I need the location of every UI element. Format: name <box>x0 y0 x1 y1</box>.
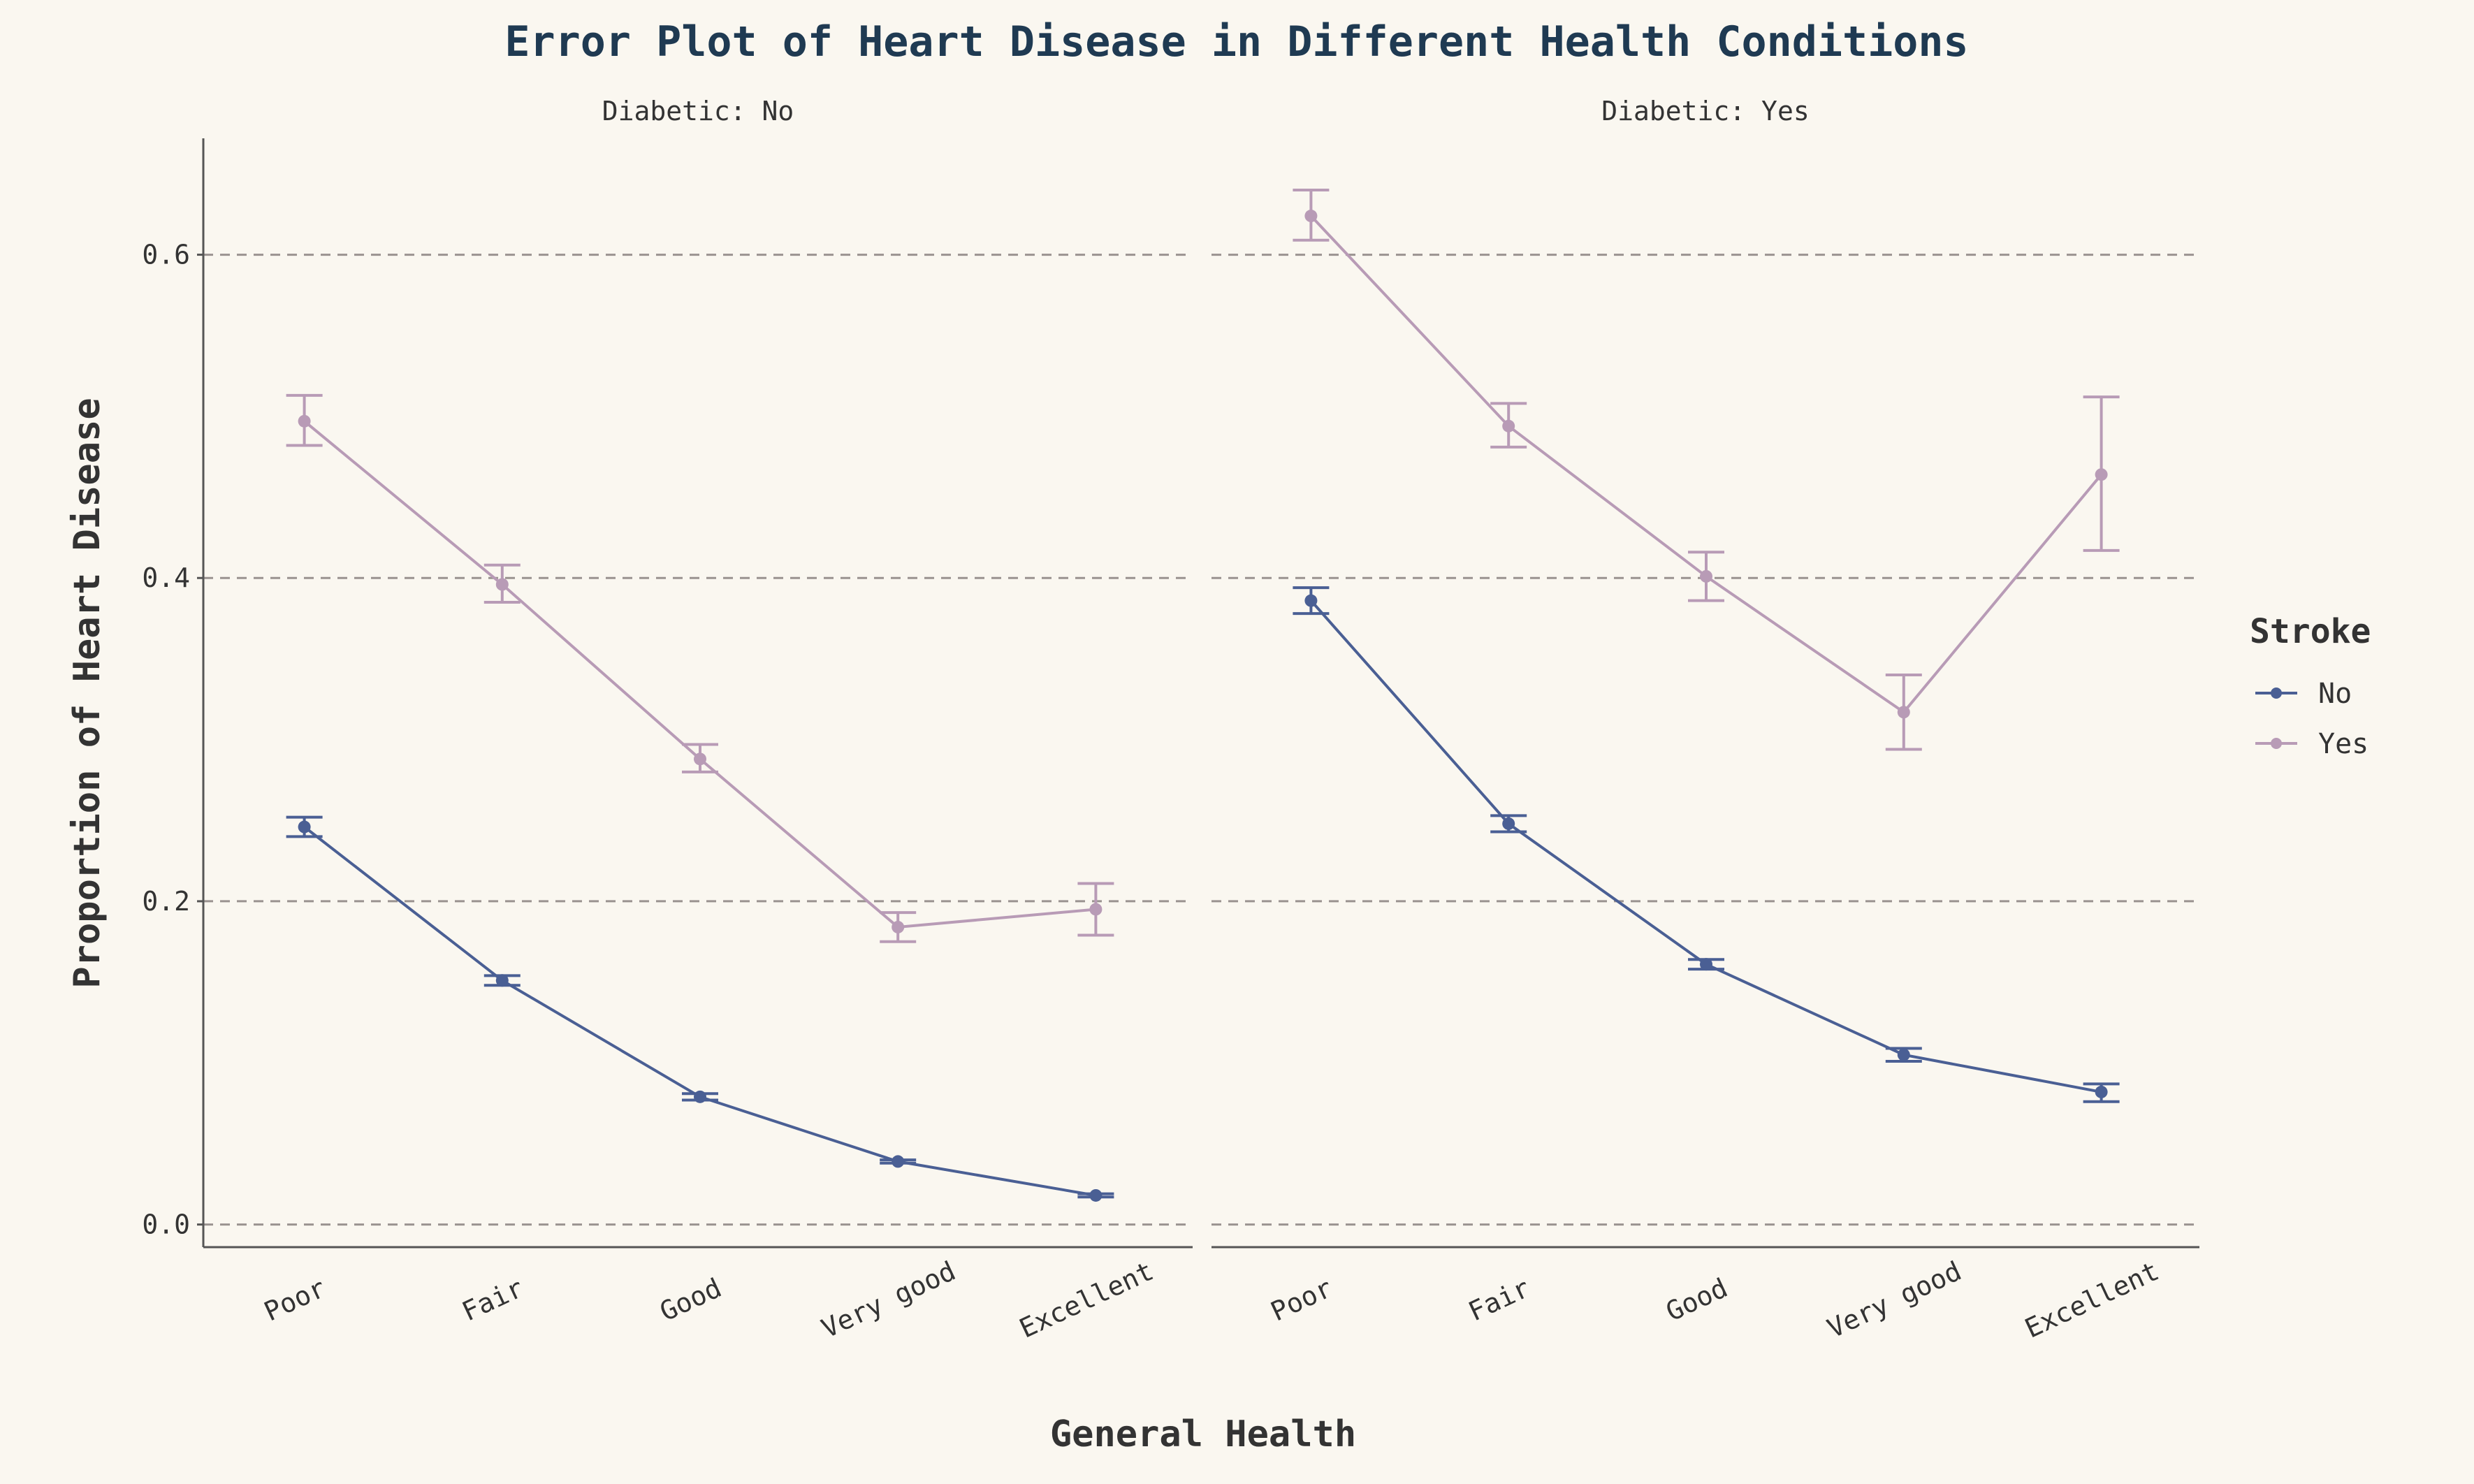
legend-label-yes: Yes <box>2318 728 2369 760</box>
data-point <box>1502 419 1515 432</box>
data-point <box>2095 468 2108 481</box>
data-point <box>694 752 706 766</box>
y-axis-title: Proportion of Heart Disease <box>66 398 108 988</box>
data-point <box>1897 1048 1910 1061</box>
legend: Stroke No Yes <box>2250 612 2371 760</box>
data-point <box>495 974 509 987</box>
data-point <box>1700 958 1712 971</box>
data-point <box>1304 594 1318 607</box>
panel-label-diabetic-yes: Diabetic: Yes <box>1601 96 1809 126</box>
y-tick-label: 0.6 <box>142 240 190 270</box>
data-point <box>1700 569 1712 583</box>
legend-label-no: No <box>2318 678 2352 710</box>
data-point <box>1089 1188 1103 1202</box>
y-tick-label: 0.0 <box>142 1209 190 1240</box>
legend-key-point-no <box>2271 688 2282 699</box>
data-point <box>298 414 311 428</box>
data-point <box>1897 706 1910 719</box>
data-point <box>495 578 509 591</box>
data-point <box>1089 903 1103 916</box>
data-point <box>1502 817 1515 830</box>
data-point <box>298 820 311 834</box>
data-point <box>1304 210 1318 223</box>
x-axis-title: General Health <box>1050 1413 1356 1455</box>
data-point <box>694 1090 706 1103</box>
data-point <box>892 1155 905 1168</box>
y-tick-label: 0.2 <box>142 886 190 917</box>
y-tick-label: 0.4 <box>142 562 190 593</box>
data-point <box>2095 1085 2108 1098</box>
data-point <box>892 920 905 933</box>
legend-key-point-yes <box>2271 738 2282 749</box>
legend-title: Stroke <box>2250 612 2371 651</box>
panel-label-diabetic-no: Diabetic: No <box>602 96 794 126</box>
axes <box>197 138 2199 1249</box>
chart-title: Error Plot of Heart Disease in Different… <box>504 17 1968 66</box>
data-series <box>286 189 2120 1202</box>
